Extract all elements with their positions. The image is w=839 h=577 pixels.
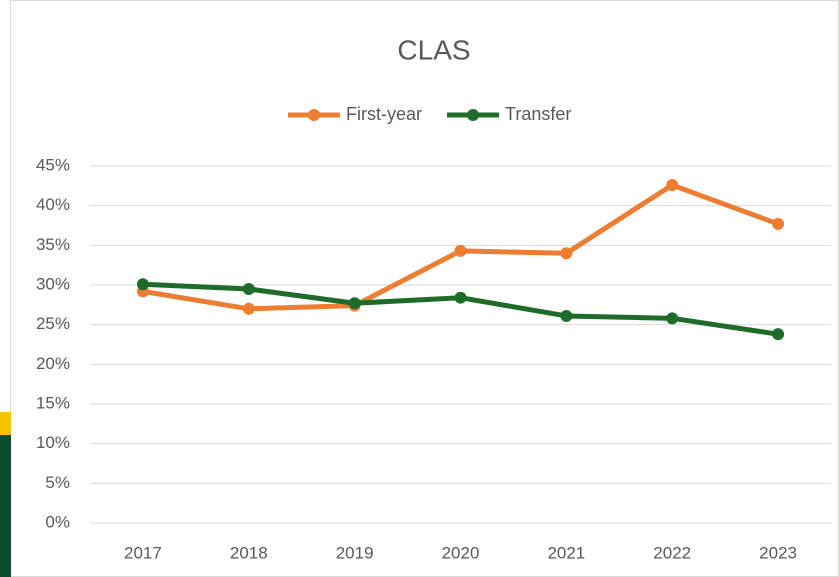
series-marker [348, 297, 361, 310]
y-tick-label: 15% [36, 393, 70, 412]
legend-label: First-year [346, 104, 422, 124]
y-tick-label: 25% [36, 314, 70, 333]
y-tick-label: 0% [45, 512, 70, 531]
series-marker [242, 282, 255, 295]
series-marker [454, 244, 467, 257]
x-tick-label: 2020 [442, 543, 480, 562]
legend-marker [467, 109, 479, 121]
side-stripe-green [0, 435, 11, 577]
y-tick-label: 35% [36, 235, 70, 254]
series-marker [772, 328, 785, 341]
series-marker [560, 309, 573, 322]
x-tick-label: 2022 [653, 543, 691, 562]
y-tick-label: 30% [36, 274, 70, 293]
y-tick-label: 10% [36, 433, 70, 452]
x-tick-label: 2023 [759, 543, 797, 562]
x-tick-label: 2017 [124, 543, 162, 562]
x-tick-label: 2019 [336, 543, 374, 562]
series-marker [560, 247, 573, 260]
x-tick-label: 2021 [547, 543, 585, 562]
series-marker [242, 302, 255, 315]
chart-title: CLAS [397, 34, 470, 65]
y-tick-label: 20% [36, 354, 70, 373]
legend-marker [308, 109, 320, 121]
series-marker [136, 278, 149, 291]
legend-label: Transfer [505, 104, 571, 124]
y-tick-label: 45% [36, 155, 70, 174]
side-stripe-yellow [0, 412, 11, 435]
x-tick-label: 2018 [230, 543, 268, 562]
y-tick-label: 5% [45, 473, 70, 492]
series-marker [666, 312, 679, 325]
series-marker [666, 179, 679, 192]
series-marker [454, 291, 467, 304]
y-tick-label: 40% [36, 195, 70, 214]
series-marker [772, 217, 785, 230]
